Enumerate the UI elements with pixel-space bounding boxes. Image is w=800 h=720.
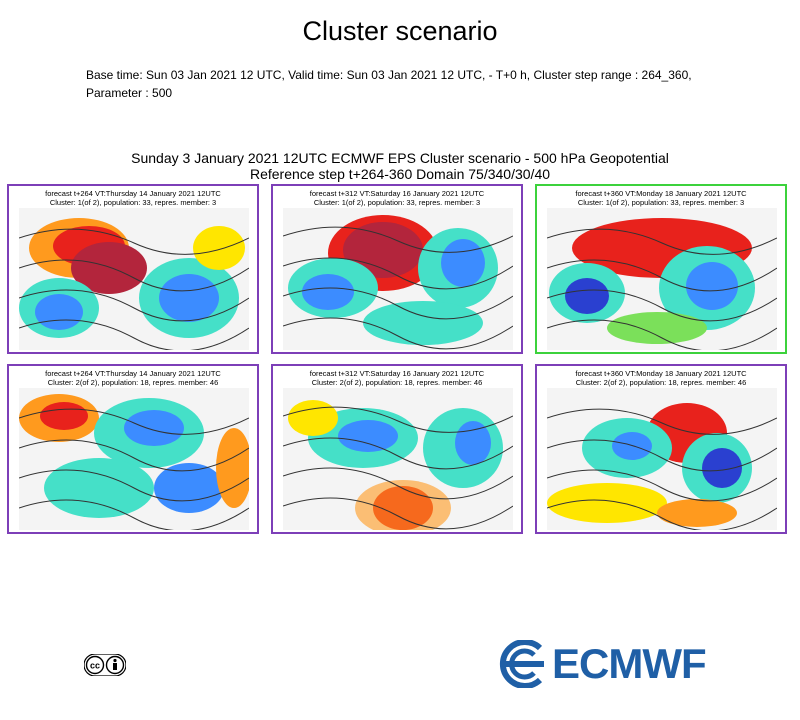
geopotential-anomaly-map	[547, 388, 777, 530]
panel-cluster-line: Cluster: 2(of 2), population: 18, repres…	[575, 378, 747, 387]
cluster-1-t360-panel: forecast t+360 VT:Monday 18 January 2021…	[535, 184, 787, 354]
cluster-1-t312-panel: forecast t+312 VT:Saturday 16 January 20…	[271, 184, 523, 354]
panel-forecast-line: forecast t+312 VT:Saturday 16 January 20…	[309, 369, 485, 378]
panel-forecast-line: forecast t+264 VT:Thursday 14 January 20…	[45, 189, 221, 198]
svg-text:cc: cc	[90, 661, 100, 671]
panel-cluster-line: Cluster: 2(of 2), population: 18, repres…	[47, 378, 219, 387]
cluster-2-t264-panel: forecast t+264 VT:Thursday 14 January 20…	[7, 364, 259, 534]
cluster-2-t312-panel: forecast t+312 VT:Saturday 16 January 20…	[271, 364, 523, 534]
geopotential-anomaly-map	[19, 388, 249, 530]
metadata-line-1: Base time: Sun 03 Jan 2021 12 UTC, Valid…	[86, 68, 692, 82]
figure-title: Sunday 3 January 2021 12UTC ECMWF EPS Cl…	[0, 150, 800, 182]
geopotential-anomaly-map	[547, 208, 777, 350]
panel-cluster-line: Cluster: 2(of 2), population: 18, repres…	[311, 378, 483, 387]
panel-forecast-line: forecast t+264 VT:Thursday 14 January 20…	[45, 369, 221, 378]
geopotential-anomaly-map	[19, 208, 249, 350]
panel-forecast-line: forecast t+312 VT:Saturday 16 January 20…	[309, 189, 485, 198]
panel-caption: forecast t+264 VT:Thursday 14 January 20…	[9, 189, 257, 207]
panel-caption: forecast t+264 VT:Thursday 14 January 20…	[9, 369, 257, 387]
panel-forecast-line: forecast t+360 VT:Monday 18 January 2021…	[575, 189, 747, 198]
panel-cluster-line: Cluster: 1(of 2), population: 33, repres…	[577, 198, 745, 207]
panel-caption: forecast t+312 VT:Saturday 16 January 20…	[273, 369, 521, 387]
figure-title-line-2: Reference step t+264-360 Domain 75/340/3…	[249, 166, 551, 182]
ecmwf-logo-text: ECMWF	[552, 640, 707, 687]
metadata-line-2: Parameter : 500	[86, 86, 173, 100]
panel-cluster-line: Cluster: 1(of 2), population: 33, repres…	[313, 198, 481, 207]
geopotential-anomaly-map	[283, 388, 513, 530]
run-metadata: Base time: Sun 03 Jan 2021 12 UTC, Valid…	[86, 66, 692, 102]
ecmwf-logo-icon	[499, 640, 544, 688]
cluster-1-t264-panel: forecast t+264 VT:Thursday 14 January 20…	[7, 184, 259, 354]
geopotential-anomaly-map	[283, 208, 513, 350]
figure-title-line-1: Sunday 3 January 2021 12UTC ECMWF EPS Cl…	[131, 150, 669, 166]
ecmwf-logo: ECMWF	[496, 640, 726, 688]
page-title: Cluster scenario	[302, 16, 498, 46]
panel-cluster-line: Cluster: 1(of 2), population: 33, repres…	[49, 198, 217, 207]
panel-caption: forecast t+360 VT:Monday 18 January 2021…	[537, 189, 785, 207]
panel-caption: forecast t+312 VT:Saturday 16 January 20…	[273, 189, 521, 207]
cluster-2-t360-panel: forecast t+360 VT:Monday 18 January 2021…	[535, 364, 787, 534]
panel-caption: forecast t+360 VT:Monday 18 January 2021…	[537, 369, 785, 387]
creative-commons-by-icon[interactable]: cc	[84, 654, 126, 676]
panel-forecast-line: forecast t+360 VT:Monday 18 January 2021…	[575, 369, 747, 378]
